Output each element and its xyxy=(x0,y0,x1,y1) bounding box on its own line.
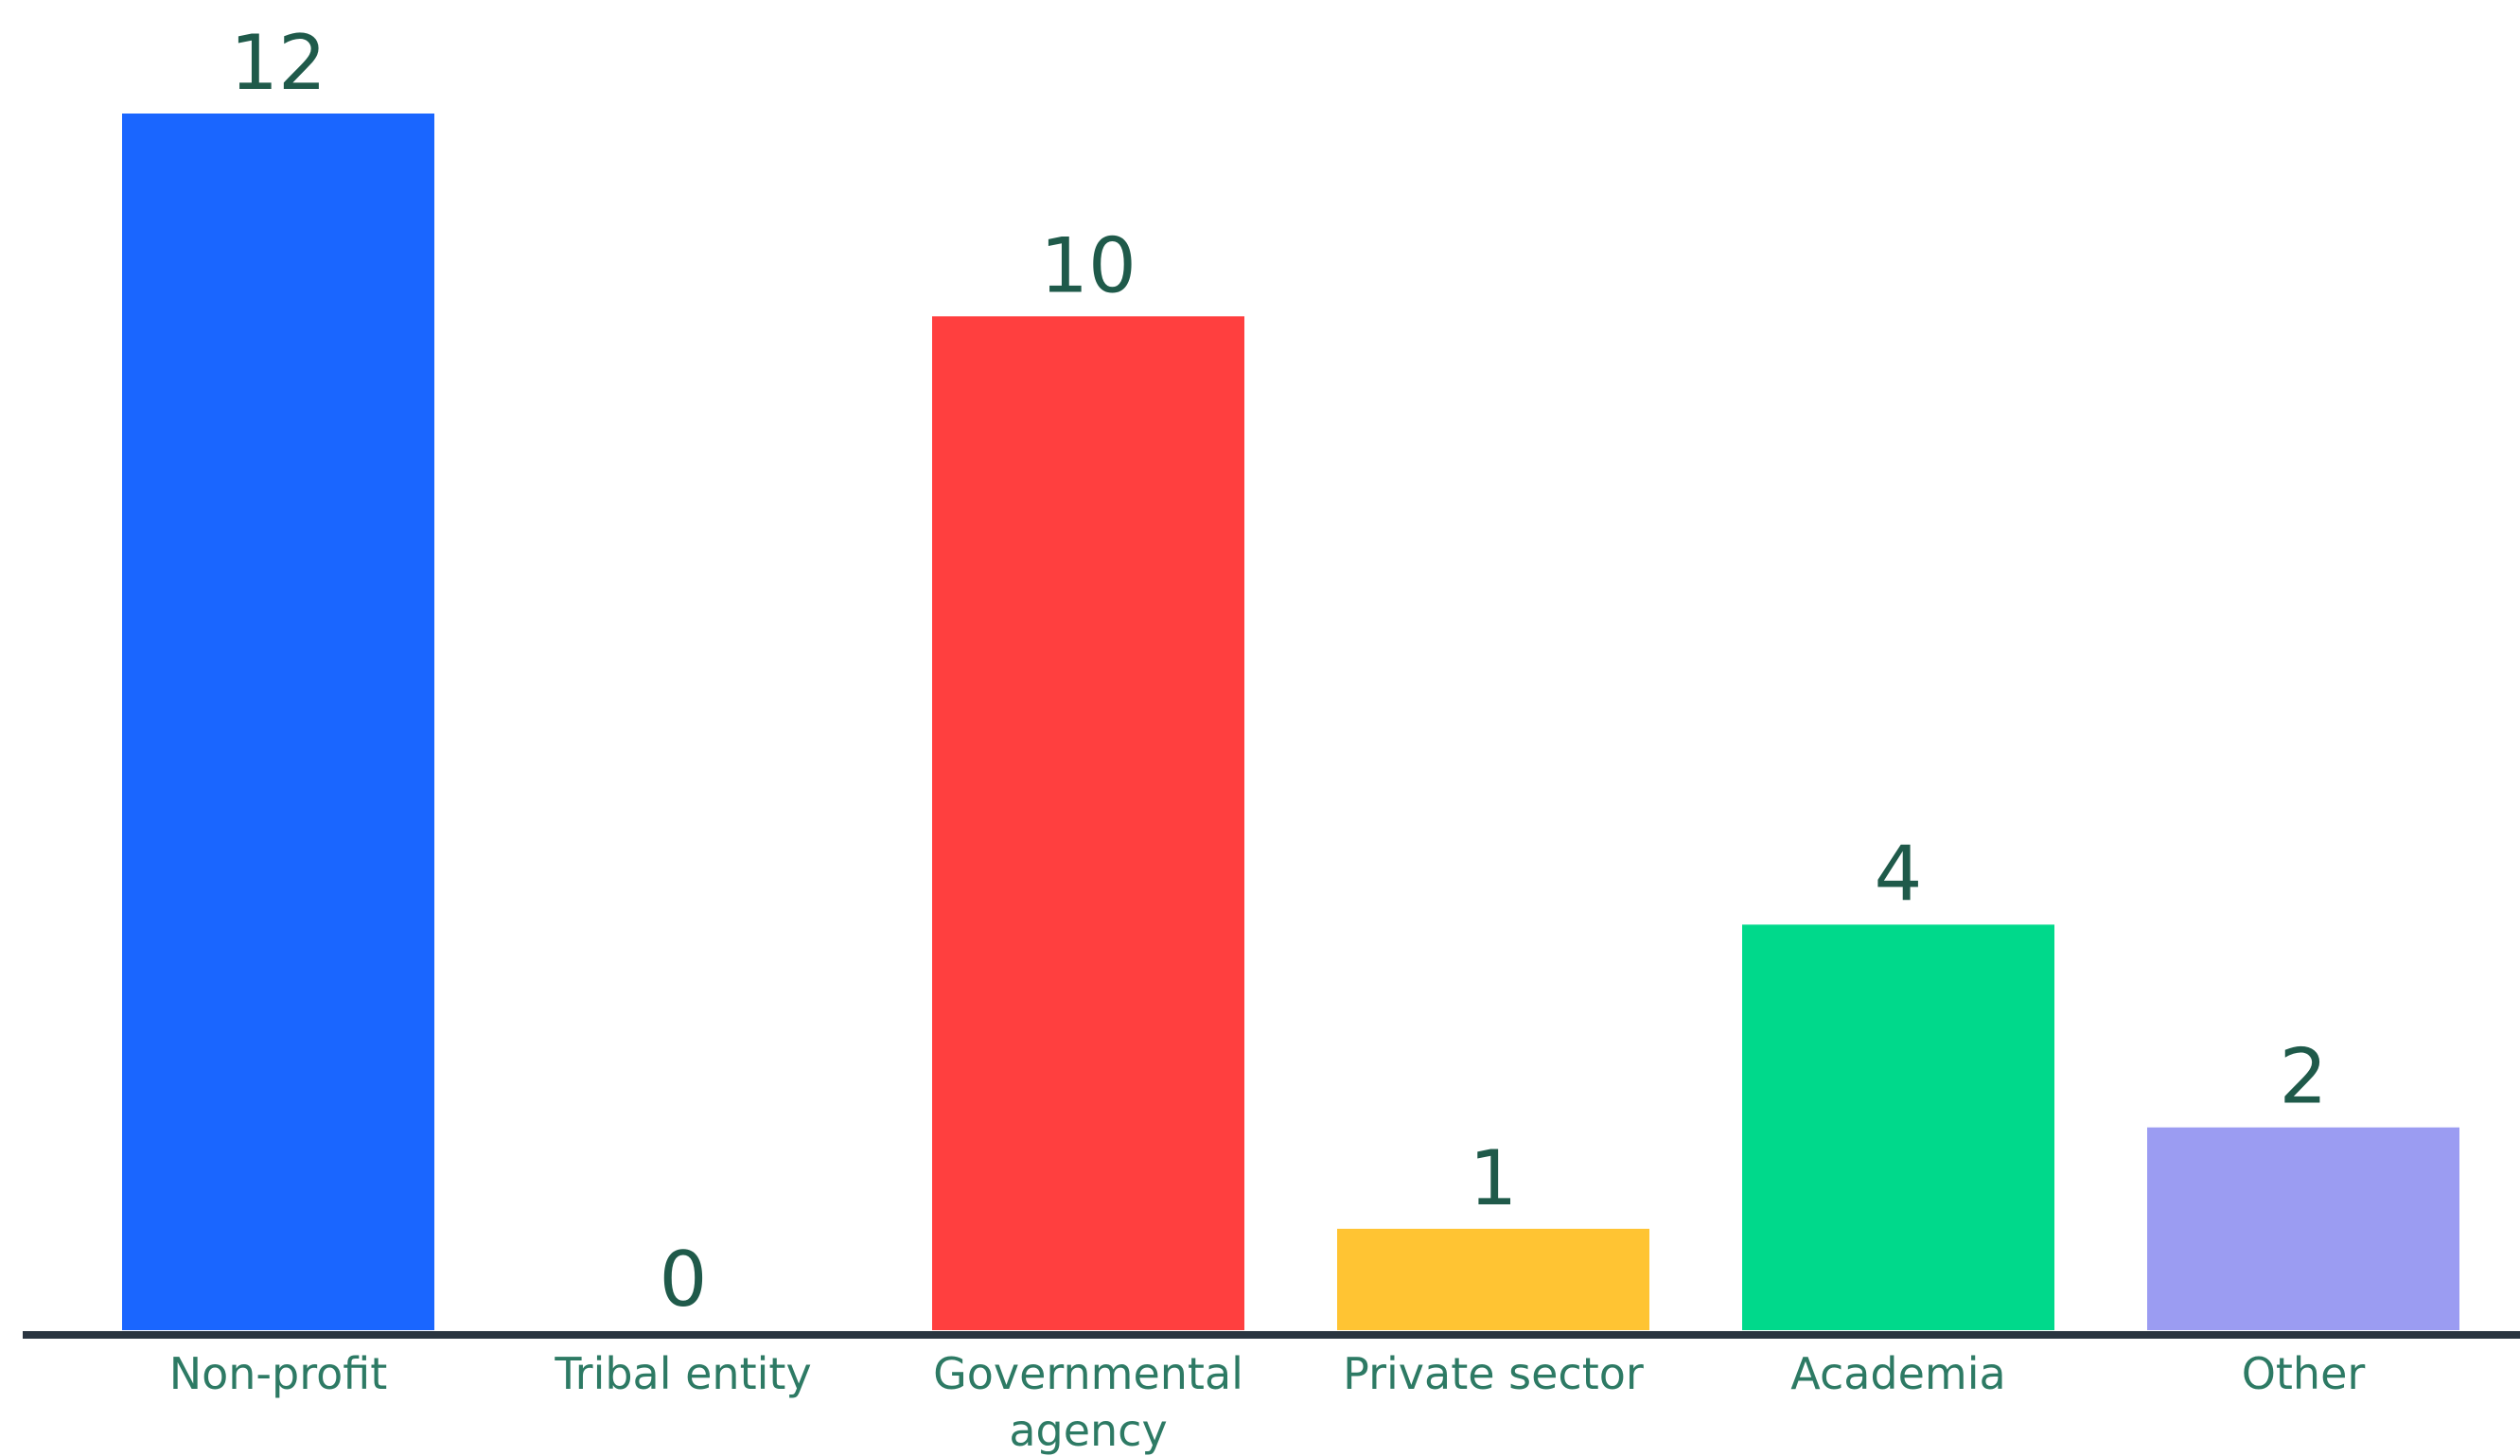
category-label-governmental-agency-line2: agency xyxy=(1009,1405,1167,1456)
category-label-governmental-agency-line1: Governmental xyxy=(933,1348,1243,1399)
bar-private-sector xyxy=(1337,1228,1649,1330)
category-label-other: Other xyxy=(2242,1348,2366,1399)
value-labels-group: 12 0 10 1 4 2 xyxy=(230,19,2327,1324)
category-label-tribal-entity: Tribal entity xyxy=(554,1348,811,1399)
value-label-private-sector: 1 xyxy=(1470,1134,1518,1222)
value-label-governmental-agency: 10 xyxy=(1040,221,1137,309)
value-label-academia: 4 xyxy=(1875,830,1923,918)
category-label-academia: Academia xyxy=(1790,1348,2005,1399)
value-label-tribal-entity: 0 xyxy=(660,1236,708,1324)
category-label-non-profit: Non-profit xyxy=(169,1348,388,1399)
bar-non-profit xyxy=(122,114,434,1330)
bar-academia xyxy=(1742,924,2054,1330)
category-labels-group: Non-profit Tribal entity Governmental agenc… xyxy=(169,1348,2366,1456)
bar-governmental-agency xyxy=(932,316,1244,1330)
value-label-other: 2 xyxy=(2280,1033,2328,1121)
value-label-non-profit: 12 xyxy=(230,19,326,107)
bars-group xyxy=(122,114,2459,1330)
bar-other xyxy=(2147,1127,2459,1330)
category-label-private-sector: Private sector xyxy=(1343,1348,1644,1399)
